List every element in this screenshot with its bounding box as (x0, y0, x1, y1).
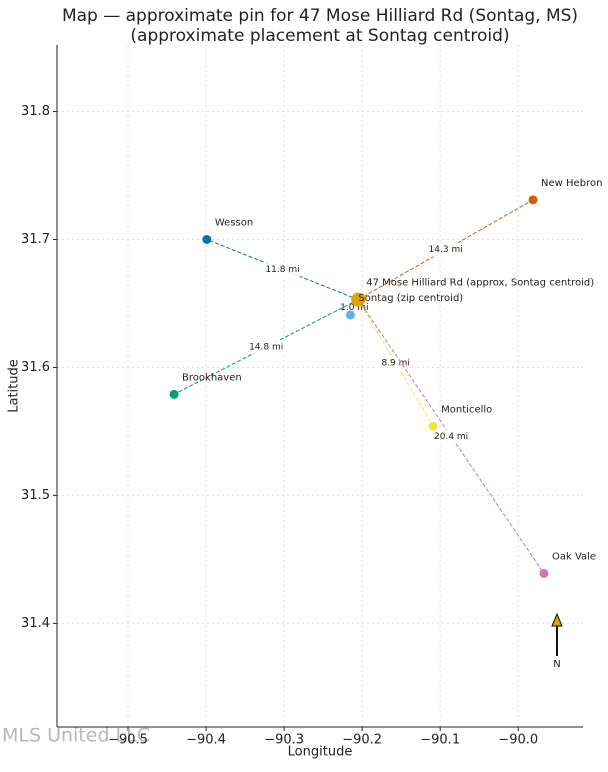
watermark: MLS United LLC (2, 725, 150, 747)
distance-label-bg (377, 355, 414, 370)
town-marker (528, 195, 538, 205)
town-marker (345, 310, 355, 320)
x-axis-label: Longitude (288, 745, 353, 760)
town-marker (539, 568, 549, 578)
y-tick-label: 31.7 (21, 232, 50, 247)
north-label: N (553, 659, 560, 670)
y-axis-label: Latitude (7, 359, 22, 413)
x-tick-label: −90.1 (420, 733, 460, 748)
point-label: Wesson (215, 217, 253, 228)
distance-label: 8.9 mi (381, 358, 409, 368)
distance-label-bg (264, 262, 301, 277)
town-marker (202, 234, 212, 244)
distance-label: 1.0 mi (340, 303, 368, 313)
town-marker (169, 389, 179, 399)
x-tick-label: −90.5 (108, 733, 148, 748)
pin-marker (351, 292, 366, 307)
distance-label: 20.4 mi (434, 432, 468, 442)
chart-subtitle: (approximate placement at Sontag centroi… (130, 26, 509, 46)
distance-label: 14.3 mi (429, 245, 463, 255)
distance-label-bg (433, 429, 470, 444)
point-label: Monticello (441, 404, 492, 415)
north-arrow-head (551, 612, 563, 627)
point-label: New Hebron (541, 178, 602, 189)
y-tick-label: 31.5 (21, 488, 50, 503)
distance-label: 11.8 mi (265, 265, 299, 275)
y-tick-label: 31.4 (21, 616, 50, 631)
distance-label-bg (427, 242, 464, 257)
x-tick-label: −90.4 (186, 733, 226, 748)
distance-label-bg (248, 339, 285, 354)
y-tick-label: 31.6 (21, 360, 50, 375)
x-tick-label: −90.0 (498, 733, 538, 748)
chart-title: Map — approximate pin for 47 Mose Hillia… (62, 6, 578, 26)
distance-label: 14.8 mi (249, 342, 283, 352)
point-label: Oak Vale (552, 551, 596, 562)
point-label: Brookhaven (182, 372, 242, 383)
point-label: 47 Mose Hilliard Rd (approx, Sontag cent… (366, 278, 594, 289)
y-tick-label: 31.8 (21, 104, 50, 119)
town-marker (428, 421, 438, 431)
distance-line (357, 199, 534, 301)
point-label: Sontag (zip centroid) (358, 293, 463, 304)
x-tick-label: −90.3 (264, 733, 304, 748)
x-tick-label: −90.2 (342, 733, 382, 748)
